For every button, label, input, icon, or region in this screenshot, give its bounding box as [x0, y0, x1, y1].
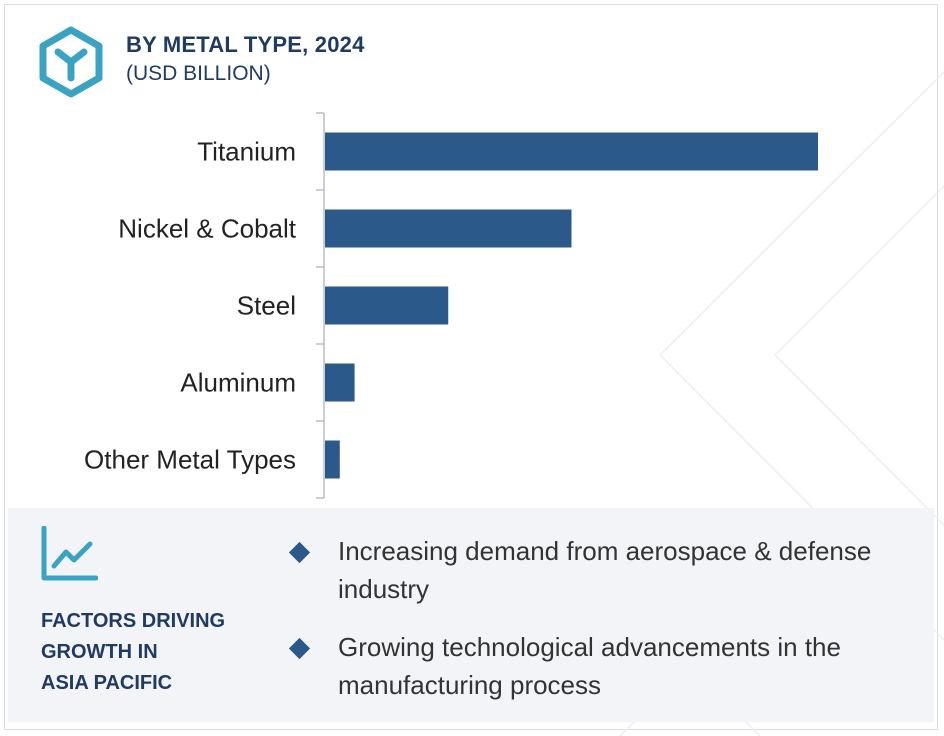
trend-chart-icon [41, 526, 98, 581]
bar [325, 363, 355, 402]
factor-text: Increasing demand from aerospace & defen… [338, 536, 872, 604]
chart-title: BY METAL TYPE, 2024 [126, 32, 365, 57]
diamond-bullet-icon [288, 541, 311, 564]
bar [325, 209, 572, 248]
factor-text: Growing technological advancements in th… [338, 632, 841, 700]
factors-title: FACTORS DRIVING GROWTH IN ASIA PACIFIC [41, 610, 226, 694]
chart-subtitle: (USD BILLION) [126, 62, 271, 85]
category-label: Aluminum [180, 368, 296, 398]
category-label: Other Metal Types [84, 445, 296, 475]
bar [325, 440, 340, 479]
category-label: Steel [237, 291, 296, 321]
bar [325, 132, 818, 171]
factors-panel: FACTORS DRIVING GROWTH IN ASIA PACIFIC I… [8, 508, 934, 722]
diamond-bullet-icon [288, 637, 311, 660]
category-label: Nickel & Cobalt [118, 214, 297, 244]
bar-chart: Titanium Nickel & Cobalt Steel Aluminum Othe… [84, 112, 818, 499]
cube-y-icon [39, 26, 103, 98]
category-label: Titanium [197, 137, 296, 167]
bar [325, 286, 449, 325]
